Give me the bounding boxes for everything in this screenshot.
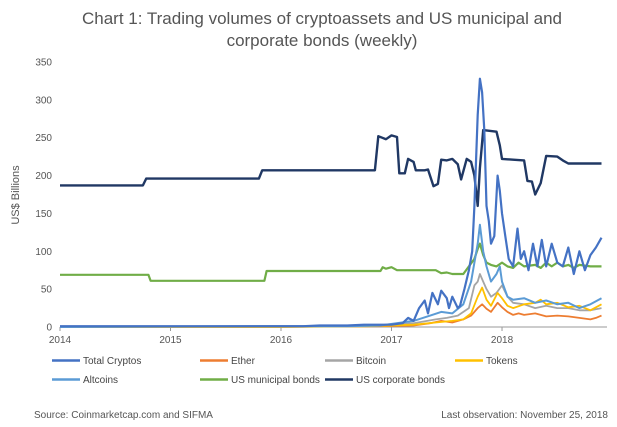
series-line-tokens xyxy=(60,286,602,328)
x-tick-label: 2017 xyxy=(380,335,403,346)
legend-label: Total Cryptos xyxy=(83,356,141,367)
last-observation-note: Last observation: November 25, 2018 xyxy=(441,410,608,421)
x-tick-label: 2015 xyxy=(159,335,182,346)
source-note: Source: Coinmarketcap.com and SIFMA xyxy=(34,410,213,421)
x-tick-label: 2016 xyxy=(270,335,293,346)
y-tick-label: 50 xyxy=(41,285,53,296)
series-line-us-municipal-bonds xyxy=(60,242,602,282)
legend-label: Bitcoin xyxy=(356,356,386,367)
legend-label: Tokens xyxy=(486,356,518,367)
series-layer xyxy=(59,77,603,328)
y-tick-label: 350 xyxy=(35,58,52,69)
y-tick-label: 100 xyxy=(35,247,52,258)
chart-title-line-2: corporate bonds (weekly) xyxy=(227,31,418,50)
chart-title-line-1: Chart 1: Trading volumes of cryptoassets… xyxy=(82,9,562,28)
y-tick-label: 150 xyxy=(35,209,52,220)
x-axis: 2014 2015 2016 2017 2018 xyxy=(49,327,514,346)
x-tick-label: 2018 xyxy=(491,335,514,346)
y-tick-label: 0 xyxy=(46,323,52,334)
y-tick-label: 250 xyxy=(35,133,52,144)
legend-label: Ether xyxy=(231,356,256,367)
y-tick-label: 200 xyxy=(35,171,52,182)
series-line-us-corporate-bonds xyxy=(60,128,602,208)
y-tick-label: 300 xyxy=(35,95,52,106)
legend-label: Altcoins xyxy=(83,375,118,386)
series-line-total-cryptos xyxy=(60,77,603,328)
y-axis: 0 50 100 150 200 250 300 350 xyxy=(35,58,52,334)
legend-label: US corporate bonds xyxy=(356,375,445,386)
series-line-altcoins xyxy=(59,223,602,328)
legend: Total Cryptos Ether Bitcoin Tokens Altcoins U… xyxy=(52,356,518,386)
legend-label: US municipal bonds xyxy=(231,375,320,386)
series-line-bitcoin xyxy=(59,273,602,328)
x-tick-label: 2014 xyxy=(49,335,72,346)
y-axis-label: US$ Billions xyxy=(10,165,22,225)
